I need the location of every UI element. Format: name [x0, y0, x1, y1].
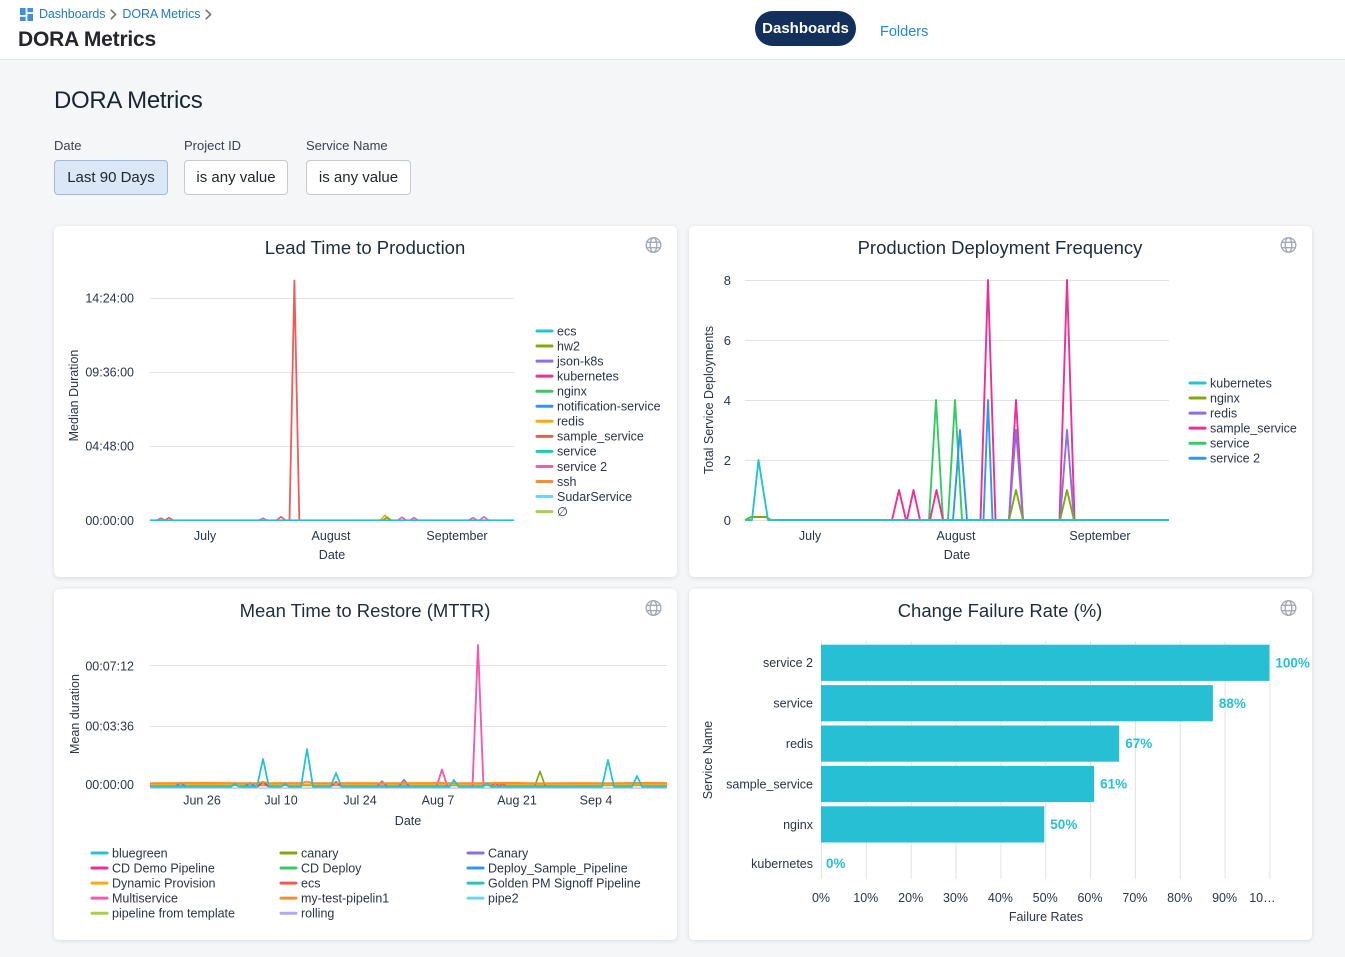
svg-text:Production Deployment Frequenc: Production Deployment Frequency [858, 237, 1144, 258]
svg-text:Mean duration: Mean duration [68, 674, 82, 754]
svg-text:2: 2 [724, 453, 731, 468]
svg-text:61%: 61% [1100, 777, 1127, 792]
svg-text:Date: Date [395, 814, 421, 828]
svg-text:10…: 10… [1249, 891, 1275, 905]
svg-text:Failure Rates: Failure Rates [1009, 910, 1083, 924]
svg-text:redis: redis [1210, 406, 1237, 420]
svg-text:my-test-pipelin1: my-test-pipelin1 [301, 891, 389, 905]
svg-text:service 2: service 2 [557, 460, 607, 474]
svg-text:0%: 0% [826, 856, 846, 871]
svg-text:September: September [1069, 529, 1130, 543]
svg-text:August: August [937, 529, 976, 543]
svg-text:service: service [1210, 437, 1250, 451]
svg-text:July: July [194, 529, 217, 543]
svg-text:Service Name: Service Name [701, 721, 715, 800]
svg-text:service: service [773, 697, 813, 711]
svg-text:September: September [426, 529, 487, 543]
svg-text:09:36:00: 09:36:00 [85, 366, 134, 380]
svg-text:July: July [799, 529, 822, 543]
svg-text:kubernetes: kubernetes [557, 369, 619, 383]
svg-text:pipe2: pipe2 [488, 891, 519, 905]
svg-text:8: 8 [724, 273, 731, 288]
svg-text:CD Demo Pipeline: CD Demo Pipeline [112, 861, 215, 875]
svg-text:60%: 60% [1077, 891, 1102, 905]
svg-text:ecs: ecs [301, 876, 320, 890]
svg-text:4: 4 [724, 393, 731, 408]
svg-text:Total Service Deployments: Total Service Deployments [702, 326, 716, 474]
svg-text:0%: 0% [812, 891, 830, 905]
svg-text:80%: 80% [1167, 891, 1192, 905]
svg-text:bluegreen: bluegreen [112, 846, 168, 860]
svg-text:service: service [557, 445, 597, 459]
svg-text:04:48:00: 04:48:00 [85, 440, 134, 454]
svg-text:Median Duration: Median Duration [67, 350, 81, 442]
svg-text:json-k8s: json-k8s [556, 354, 604, 368]
svg-text:Jul 24: Jul 24 [343, 794, 376, 808]
svg-text:service 2: service 2 [763, 656, 813, 670]
svg-text:00:00:00: 00:00:00 [85, 514, 134, 528]
svg-text:pipeline from template: pipeline from template [112, 907, 235, 921]
svg-text:Jun 26: Jun 26 [183, 794, 221, 808]
svg-text:kubernetes: kubernetes [1210, 376, 1272, 390]
svg-text:sample_service: sample_service [726, 777, 813, 791]
svg-text:sample_service: sample_service [1210, 421, 1297, 435]
svg-text:kubernetes: kubernetes [751, 857, 813, 871]
svg-text:nginx: nginx [1210, 391, 1241, 405]
svg-text:30%: 30% [943, 891, 968, 905]
svg-text:Date: Date [944, 548, 970, 562]
svg-text:redis: redis [786, 737, 813, 751]
svg-text:Mean Time to Restore (MTTR): Mean Time to Restore (MTTR) [240, 600, 491, 621]
svg-text:00:07:12: 00:07:12 [85, 660, 134, 674]
svg-text:August: August [312, 529, 351, 543]
svg-text:Deploy_Sample_Pipeline: Deploy_Sample_Pipeline [488, 861, 628, 875]
svg-text:nginx: nginx [783, 818, 814, 832]
svg-text:70%: 70% [1122, 891, 1147, 905]
svg-text:∅: ∅ [557, 505, 568, 519]
svg-text:88%: 88% [1219, 696, 1246, 711]
svg-text:Date: Date [319, 548, 345, 562]
svg-text:0: 0 [724, 513, 731, 528]
svg-text:notification-service: notification-service [557, 400, 661, 414]
svg-text:Change Failure Rate (%): Change Failure Rate (%) [898, 600, 1103, 621]
svg-text:Sep 4: Sep 4 [580, 794, 613, 808]
svg-text:Aug 21: Aug 21 [497, 794, 537, 808]
svg-text:67%: 67% [1125, 736, 1152, 751]
svg-text:Canary: Canary [488, 846, 529, 860]
svg-text:Golden PM Signoff Pipeline: Golden PM Signoff Pipeline [488, 876, 641, 890]
svg-text:canary: canary [301, 846, 339, 860]
svg-text:40%: 40% [988, 891, 1013, 905]
svg-text:00:03:36: 00:03:36 [85, 720, 134, 734]
svg-text:ssh: ssh [557, 475, 577, 489]
svg-text:CD Deploy: CD Deploy [301, 861, 362, 875]
svg-text:nginx: nginx [557, 385, 588, 399]
svg-text:sample_service: sample_service [557, 430, 644, 444]
svg-text:Lead Time to Production: Lead Time to Production [265, 237, 466, 258]
svg-text:service 2: service 2 [1210, 452, 1260, 466]
svg-text:20%: 20% [898, 891, 923, 905]
svg-text:00:00:00: 00:00:00 [85, 778, 134, 792]
svg-text:90%: 90% [1212, 891, 1237, 905]
svg-text:Dynamic Provision: Dynamic Provision [112, 876, 216, 890]
svg-text:Multiservice: Multiservice [112, 891, 178, 905]
svg-text:50%: 50% [1050, 817, 1077, 832]
svg-text:10%: 10% [853, 891, 878, 905]
svg-text:rolling: rolling [301, 907, 334, 921]
svg-text:ecs: ecs [557, 324, 576, 338]
svg-text:50%: 50% [1033, 891, 1058, 905]
svg-text:6: 6 [724, 333, 731, 348]
svg-text:Jul 10: Jul 10 [264, 794, 297, 808]
svg-text:SudarService: SudarService [557, 490, 632, 504]
svg-text:hw2: hw2 [557, 339, 580, 353]
svg-text:14:24:00: 14:24:00 [85, 292, 134, 306]
svg-text:Aug 7: Aug 7 [422, 794, 455, 808]
svg-text:100%: 100% [1275, 655, 1310, 670]
svg-text:redis: redis [557, 415, 584, 429]
